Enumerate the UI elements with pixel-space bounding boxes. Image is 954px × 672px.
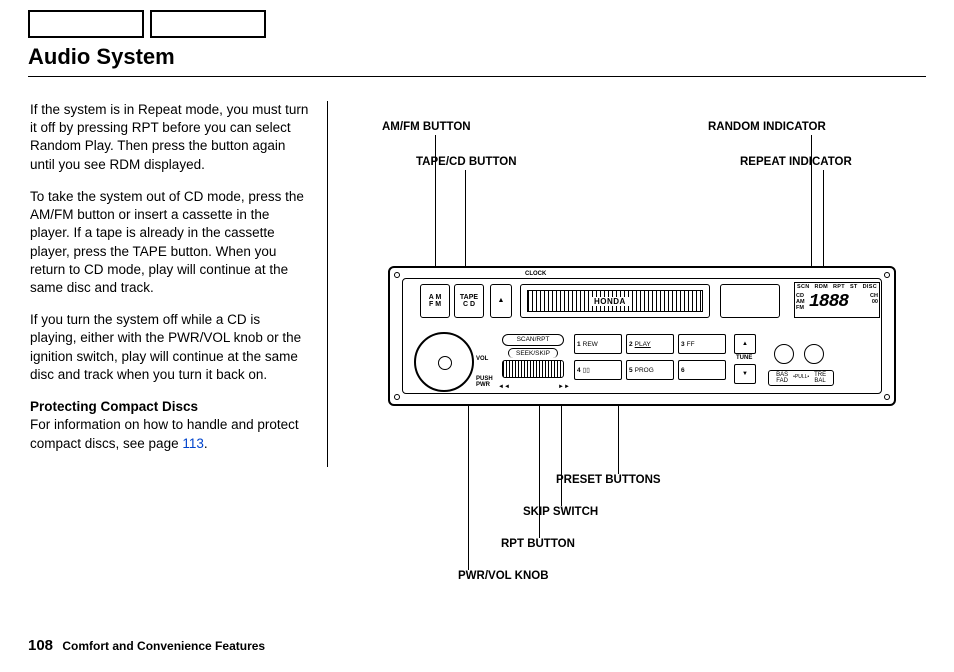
skip-left-icon: ◄◄ <box>498 384 510 390</box>
page-footer: 108 Comfort and Convenience Features <box>28 637 265 654</box>
right-panel <box>720 284 780 318</box>
seek-skip-switch[interactable] <box>502 360 564 378</box>
preset-2[interactable]: 2PLAY <box>626 334 674 354</box>
tune-down-button[interactable]: ▼ <box>734 364 756 384</box>
skip-right-icon: ►► <box>558 384 570 390</box>
top-box-2 <box>150 10 266 38</box>
page-title: Audio System <box>28 42 926 76</box>
screw-icon <box>884 394 890 400</box>
preset-6[interactable]: 6 <box>678 360 726 380</box>
vol-label: VOL <box>476 356 488 362</box>
page-link-113[interactable]: 113 <box>182 436 204 451</box>
knob-center <box>438 356 452 370</box>
tapecd-button[interactable]: TAPE C D <box>454 284 484 318</box>
eject-button[interactable]: ▲ <box>490 284 512 318</box>
bas-fad-knob[interactable] <box>774 344 794 364</box>
leader-preset <box>618 394 619 474</box>
seek-skip-label: SEEK/SKIP <box>508 348 558 358</box>
brand-label: HONDA <box>591 297 629 306</box>
preset-4[interactable]: 4▯▯ <box>574 360 622 380</box>
label-preset: PRESET BUTTONS <box>556 474 661 486</box>
para-4b: . <box>204 436 208 451</box>
subhead: Protecting Compact Discs <box>30 399 198 414</box>
leader-pwr <box>468 391 469 570</box>
diagram-area: AM/FM BUTTON TAPE/CD BUTTON RANDOM INDIC… <box>328 101 926 467</box>
screw-icon <box>884 272 890 278</box>
leader-skip <box>561 394 562 506</box>
cassette-slot[interactable]: HONDA <box>520 284 710 318</box>
lcd-band: CD AM FM <box>796 293 805 311</box>
label-rpt: RPT BUTTON <box>501 538 575 550</box>
label-skip: SKIP SWITCH <box>523 506 598 518</box>
tune-label: TUNE <box>736 355 752 361</box>
clock-label: CLOCK <box>525 271 546 277</box>
triangle-up-icon: ▲ <box>742 341 748 347</box>
body-text: If the system is in Repeat mode, you mus… <box>28 101 328 467</box>
triangle-down-icon: ▼ <box>742 371 748 377</box>
lcd-display: SCN RDM RPT ST DISC CD AM FM 1888 CH 00 <box>794 282 880 318</box>
leader-random <box>811 135 812 283</box>
eject-icon: ▲ <box>498 297 505 304</box>
label-tapecd: TAPE/CD BUTTON <box>416 156 517 168</box>
pwr-vol-knob[interactable] <box>414 332 474 392</box>
top-nav-boxes <box>28 10 926 38</box>
push-pwr-label: PUSH PWR <box>476 376 493 388</box>
para-4a: For information on how to handle and pro… <box>30 417 299 450</box>
preset-1[interactable]: 1REW <box>574 334 622 354</box>
top-box-1 <box>28 10 144 38</box>
para-4: Protecting Compact Discs For information… <box>30 398 309 453</box>
tune-up-button[interactable]: ▲ <box>734 334 756 354</box>
label-repeat: REPEAT INDICATOR <box>740 156 852 168</box>
radio-faceplate: CLOCK A M F M TAPE C D ▲ HONDA SCN <box>388 266 896 406</box>
section-name: Comfort and Convenience Features <box>62 639 265 653</box>
page-number: 108 <box>28 637 53 654</box>
preset-5[interactable]: 5PROG <box>626 360 674 380</box>
leader-tapecd <box>465 170 466 281</box>
sound-labels: BAS FAD •PULL• TRE BAL <box>768 370 834 386</box>
lcd-digits: 1888 <box>809 292 848 312</box>
para-2: To take the system out of CD mode, press… <box>30 188 309 297</box>
screw-icon <box>394 272 400 278</box>
para-3: If you turn the system off while a CD is… <box>30 311 309 384</box>
label-pwr: PWR/VOL KNOB <box>458 570 549 582</box>
preset-3[interactable]: 3FF <box>678 334 726 354</box>
amfm-button[interactable]: A M F M <box>420 284 450 318</box>
tre-bal-knob[interactable] <box>804 344 824 364</box>
title-rule <box>28 76 926 77</box>
label-amfm: AM/FM BUTTON <box>382 121 471 133</box>
scan-rpt-button[interactable]: SCAN/RPT <box>502 334 564 346</box>
screw-icon <box>394 394 400 400</box>
label-random: RANDOM INDICATOR <box>708 121 826 133</box>
para-1: If the system is in Repeat mode, you mus… <box>30 101 309 174</box>
lcd-ch: CH 00 <box>870 293 878 305</box>
leader-amfm <box>435 135 436 281</box>
lcd-indicators: SCN RDM RPT ST DISC <box>797 284 877 290</box>
